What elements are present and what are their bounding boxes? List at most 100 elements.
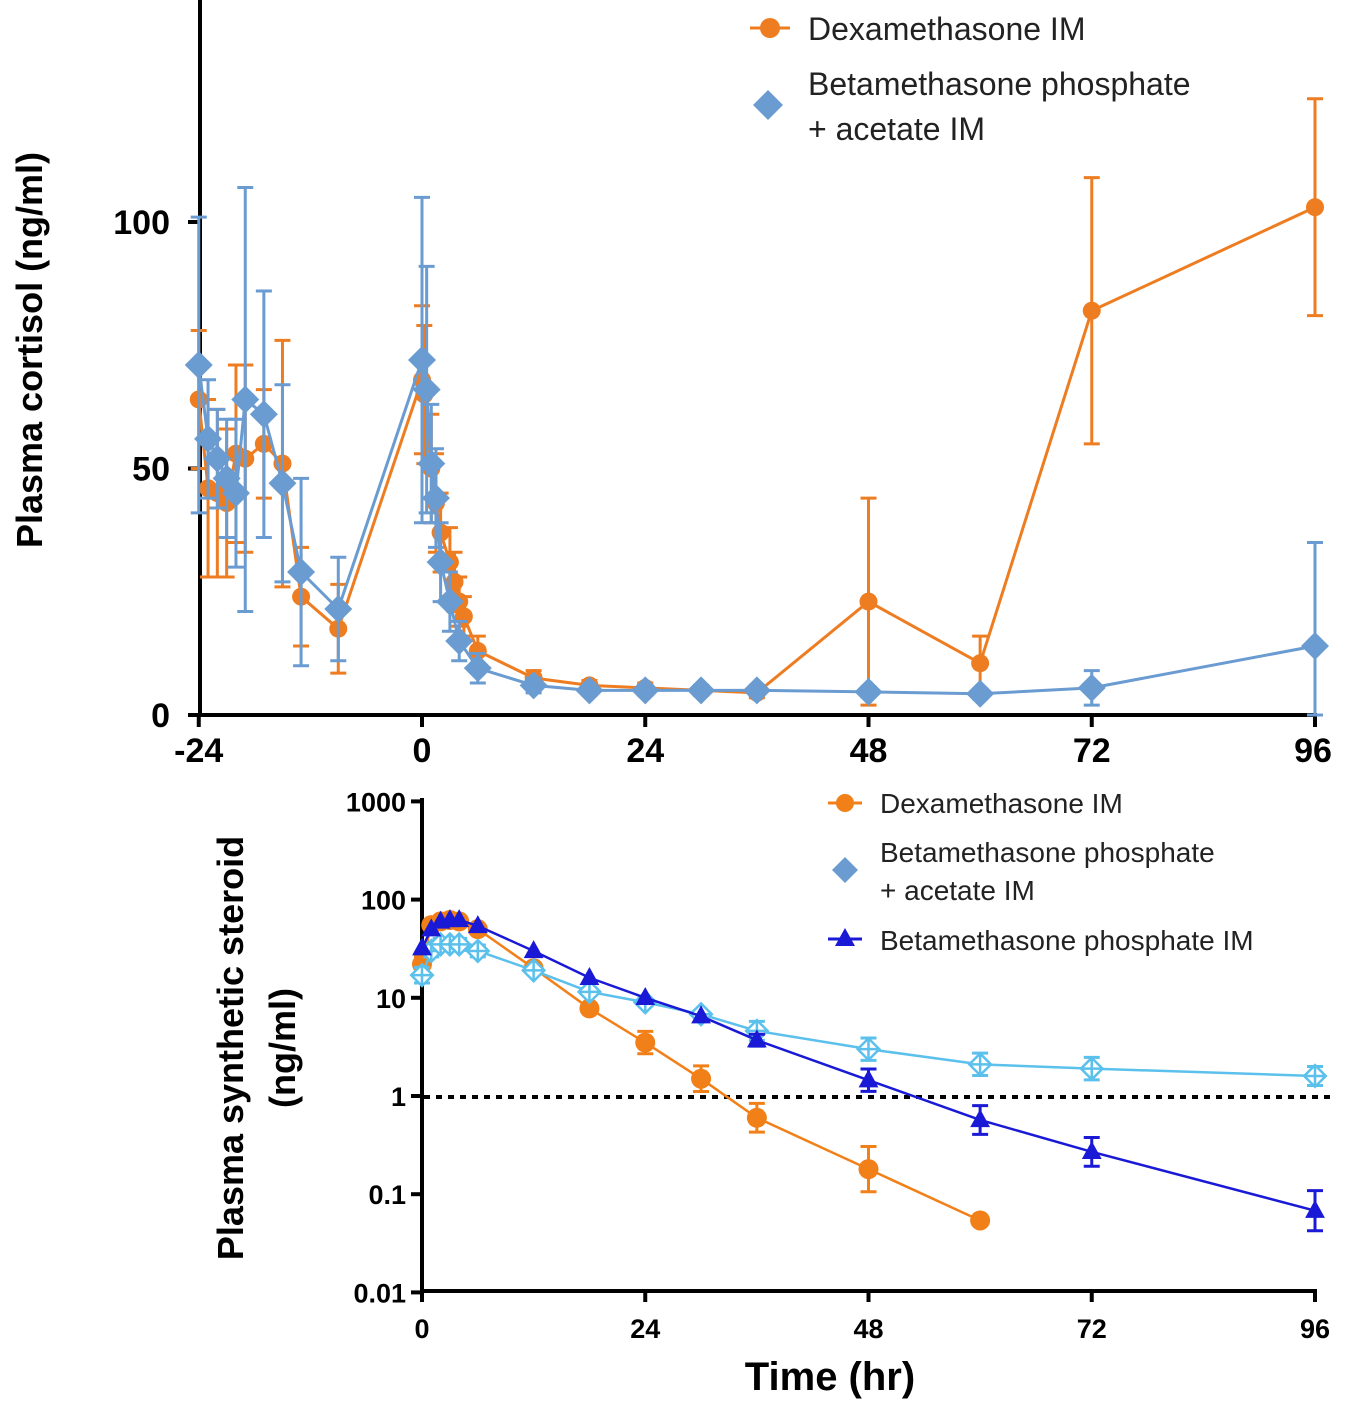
- data-point-circle: [858, 1159, 879, 1180]
- data-point-triangle: [635, 987, 656, 1005]
- x-tick-label: 48: [850, 732, 888, 770]
- data-point-diamond: [445, 627, 474, 656]
- data-point-triangle: [523, 940, 544, 959]
- legend-label: Betamethasone phosphate IM: [880, 925, 1254, 956]
- data-point-open-diamond: [967, 1051, 993, 1077]
- bottom-y-axis-label: Plasma synthetic steroid: [210, 836, 251, 1260]
- data-point-diamond: [287, 558, 316, 587]
- x-tick-label: 72: [1077, 1314, 1107, 1344]
- data-point-diamond: [268, 469, 297, 498]
- data-point-circle: [859, 592, 878, 611]
- data-point-diamond: [249, 400, 278, 429]
- bottom-legend: Dexamethasone IM Betamethasone phosphate…: [828, 788, 1254, 956]
- bottom-y-axis-label-units: (ng/ml): [262, 988, 303, 1108]
- data-point-open-diamond: [521, 957, 547, 983]
- data-point-triangle: [691, 1005, 711, 1024]
- data-point-circle: [1306, 198, 1324, 217]
- data-point-diamond: [463, 654, 492, 683]
- x-tick-label: 96: [1300, 1314, 1330, 1344]
- x-tick-label: 0: [413, 732, 432, 770]
- data-point-triangle: [421, 918, 442, 937]
- data-point-triangle: [467, 915, 488, 934]
- bottom-x-axis-label: Time (hr): [745, 1355, 915, 1399]
- data-point-open-diamond: [1302, 1063, 1328, 1089]
- data-point-open-diamond: [446, 931, 472, 957]
- data-point-diamond: [966, 679, 995, 708]
- legend-label: + acetate IM: [880, 875, 1035, 906]
- y-tick-label: 100: [361, 886, 406, 916]
- data-point-diamond: [324, 595, 353, 624]
- legend-diamond-icon: [832, 857, 858, 883]
- y-tick-label: 1: [391, 1082, 406, 1112]
- data-point-circle: [1082, 301, 1101, 320]
- x-tick-label: 72: [1073, 732, 1111, 770]
- top-y-axis-label: Plasma cortisol (ng/ml): [9, 152, 50, 548]
- series-circle: [189, 97, 1324, 707]
- series-triangle: [412, 909, 1325, 1233]
- data-point-diamond: [575, 676, 604, 705]
- data-point-diamond: [231, 385, 260, 414]
- data-point-open-diamond: [1079, 1056, 1105, 1082]
- data-point-diamond: [426, 548, 455, 577]
- data-point-circle: [468, 641, 487, 660]
- x-tick-label: 48: [853, 1314, 883, 1344]
- legend-triangle-icon: [835, 928, 855, 946]
- data-point-open-diamond: [465, 938, 491, 964]
- data-point-triangle: [970, 1109, 991, 1128]
- data-point-triangle: [579, 966, 600, 985]
- data-point-triangle: [449, 909, 470, 928]
- data-point-triangle: [1305, 1199, 1325, 1218]
- series-diamond: [184, 185, 1329, 717]
- x-tick-label: 0: [414, 1314, 429, 1344]
- y-tick-label: 1000: [346, 787, 406, 817]
- y-tick-label: 0: [151, 697, 170, 735]
- legend-circle-icon: [836, 794, 854, 812]
- synthetic-steroid-chart: Plasma synthetic steroid (ng/ml) 0 24 48 72…: [210, 787, 1330, 1399]
- series-line: [197, 359, 1316, 696]
- series-line: [197, 205, 1316, 695]
- error-bar: [1307, 540, 1323, 717]
- data-point-circle: [971, 654, 990, 673]
- legend-label: + acetate IM: [808, 111, 985, 147]
- legend-label: Betamethasone phosphate: [808, 66, 1191, 102]
- cortisol-chart: Plasma cortisol (ng/ml) -24 0 24 48 72 960501…: [9, 0, 1332, 770]
- data-point-diamond: [519, 671, 548, 700]
- data-point-diamond: [417, 449, 446, 478]
- y-tick-label: 50: [132, 451, 170, 489]
- data-point-circle: [579, 998, 600, 1019]
- top-legend: Dexamethasone IM Betamethasone phosphate…: [750, 11, 1191, 147]
- data-point-open-diamond: [855, 1036, 882, 1062]
- data-point-diamond: [221, 479, 250, 508]
- x-tick-label: -24: [174, 732, 223, 770]
- data-point-diamond: [687, 676, 716, 705]
- legend-label: Dexamethasone IM: [880, 788, 1123, 819]
- x-tick-label: 24: [630, 1314, 660, 1344]
- data-point-diamond: [421, 484, 450, 513]
- x-tick-label: 96: [1294, 732, 1332, 770]
- y-tick-label: 0.1: [368, 1180, 406, 1210]
- data-point-diamond: [435, 587, 464, 616]
- legend-diamond-icon: [753, 90, 783, 120]
- data-point-diamond: [194, 424, 223, 453]
- data-point-diamond: [1077, 673, 1106, 702]
- data-point-diamond: [742, 676, 771, 705]
- x-tick-label: 24: [626, 732, 664, 770]
- data-point-circle: [635, 1032, 656, 1053]
- legend-label: Dexamethasone IM: [808, 11, 1085, 47]
- y-tick-label: 100: [113, 204, 170, 242]
- data-point-diamond: [408, 346, 436, 375]
- data-point-diamond: [1301, 631, 1329, 660]
- data-point-diamond: [203, 444, 232, 473]
- data-point-triangle: [746, 1029, 767, 1048]
- data-point-diamond: [184, 350, 213, 379]
- data-point-triangle: [412, 937, 432, 956]
- legend-circle-icon: [760, 18, 780, 38]
- data-point-circle: [970, 1210, 991, 1231]
- data-point-circle: [746, 1107, 767, 1128]
- data-point-circle: [691, 1068, 712, 1089]
- y-tick-label: 0.01: [353, 1278, 406, 1308]
- data-point-diamond: [854, 677, 883, 706]
- data-point-triangle: [858, 1069, 879, 1088]
- y-tick-label: 10: [376, 984, 406, 1014]
- series-open-diamond: [409, 931, 1328, 1089]
